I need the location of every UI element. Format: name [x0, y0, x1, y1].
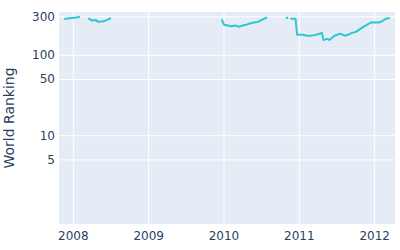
tick-label: 300 — [32, 10, 55, 24]
grid-line — [299, 12, 300, 224]
tick-label: 2009 — [133, 229, 164, 243]
plot-area — [59, 12, 395, 224]
tick-label: 100 — [32, 48, 55, 62]
line — [64, 17, 389, 40]
grid-line — [223, 12, 224, 224]
tick-label: 2011 — [284, 229, 315, 243]
tick-label: 2010 — [209, 229, 240, 243]
tick-label: 50 — [40, 72, 55, 86]
tick-label: 10 — [40, 129, 55, 143]
grid-line — [59, 16, 395, 17]
axis-title: World Ranking — [1, 67, 17, 168]
tick-label: 5 — [47, 153, 55, 167]
grid-line — [374, 12, 375, 224]
grid-line — [59, 135, 395, 136]
tick-label: 2012 — [359, 229, 390, 243]
chart: 2008 2009 2010 2011 2012 5 10 50 100 300 World Ran… — [0, 0, 400, 250]
grid-line — [148, 12, 149, 224]
grid-line — [59, 159, 395, 160]
tick-label: 2008 — [58, 229, 89, 243]
grid-line — [73, 12, 74, 224]
grid-line — [59, 79, 395, 80]
series-group — [64, 17, 389, 40]
grid-line — [59, 55, 395, 56]
